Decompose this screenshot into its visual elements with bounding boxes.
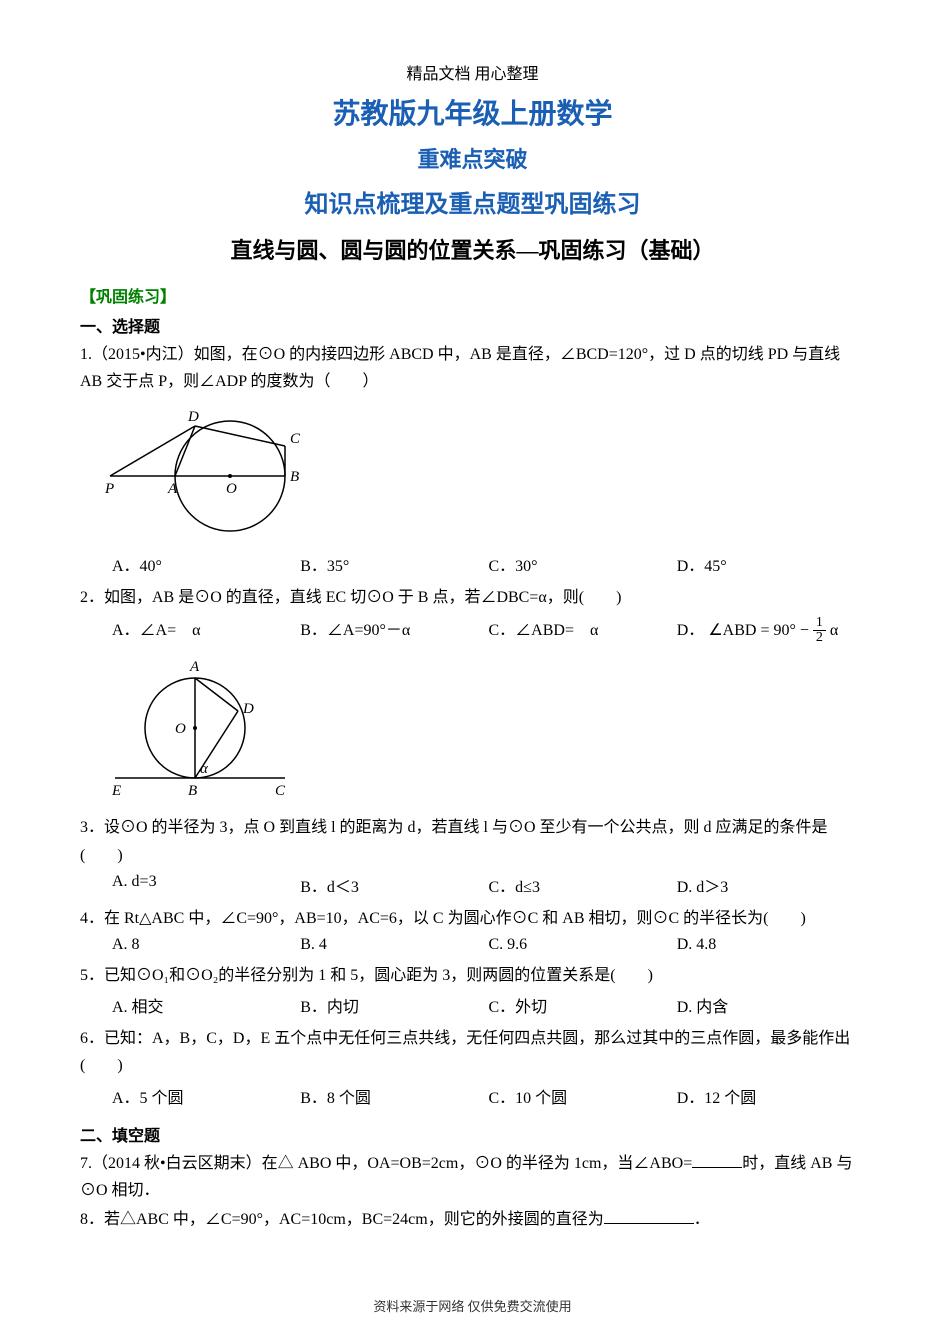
q2-opt-b: B．∠A=90°－α: [300, 616, 488, 646]
q3-opt-a: A. d=3: [112, 873, 300, 897]
q3-opt-c: C．d≤3: [489, 873, 677, 897]
question-8: 8．若△ABC 中，∠C=90°，AC=10cm，BC=24cm，则它的外接圆的…: [80, 1206, 865, 1233]
q2-opt-a: A．∠A= α: [112, 616, 300, 646]
q1-opt-d: D．45°: [677, 552, 865, 576]
title-main: 苏教版九年级上册数学: [80, 92, 865, 132]
question-6: 6．已知：A，B，C，D，E 五个点中无任何三点共线，无任何四点共圆，那么过其中…: [80, 1025, 865, 1079]
label-alpha: α: [200, 761, 209, 777]
label-D: D: [187, 409, 199, 425]
title-sub: 重难点突破: [80, 142, 865, 174]
q1-opt-b: B．35°: [300, 552, 488, 576]
question-5: 5．已知⊙O₁和⊙O₂的半径分别为 1 和 5，圆心距为 3，则两圆的位置关系是…: [80, 962, 865, 989]
label-D2: D: [242, 701, 254, 717]
diagram-q2-svg: A B C D E O α: [100, 653, 300, 803]
q6-options: A．5 个圆 B．8 个圆 C．10 个圆 D．12 个圆: [112, 1084, 865, 1108]
label-B2: B: [188, 783, 197, 799]
q4-opt-a: A. 8: [112, 936, 300, 954]
question-4: 4．在 Rt△ABC 中，∠C=90°，AB=10，AC=6，以 C 为圆心作⊙…: [80, 905, 865, 932]
label-C2: C: [275, 783, 286, 799]
label-O2: O: [175, 721, 186, 737]
q1-options: A．40° B．35° C．30° D．45°: [112, 552, 865, 576]
q4-opt-c: C. 9.6: [489, 936, 677, 954]
diagram-q1-svg: P A O B C D: [100, 401, 320, 541]
q3-opt-b: B．d＜3: [300, 873, 488, 897]
label-C: C: [290, 431, 301, 447]
q5-opt-b: B．内切: [300, 993, 488, 1017]
question-7: 7.（2014 秋•白云区期末）在△ ABO 中，OA=OB=2cm，⊙O 的半…: [80, 1150, 865, 1204]
q4-opt-d: D. 4.8: [677, 936, 865, 954]
q5-opt-d: D. 内含: [677, 993, 865, 1017]
practice-tag: 【巩固练习】: [80, 283, 865, 307]
q5-options: A. 相交 B．内切 C．外切 D. 内含: [112, 993, 865, 1017]
q6-opt-a: A．5 个圆: [112, 1084, 300, 1108]
diagram-q1: P A O B C D: [100, 401, 865, 546]
question-3: 3．设⊙O 的半径为 3，点 O 到直线 l 的距离为 d，若直线 l 与⊙O …: [80, 814, 865, 868]
header-small: 精品文档 用心整理: [80, 60, 865, 84]
question-2: 2．如图，AB 是⊙O 的直径，直线 EC 切⊙O 于 B 点，若∠DBC=α，…: [80, 584, 865, 611]
q2-opt-d: D． ∠ABD = 90° − 12 α: [677, 616, 865, 646]
label-A2: A: [189, 659, 200, 675]
section-fill: 二、填空题: [80, 1122, 865, 1146]
label-E2: E: [111, 783, 121, 799]
label-O: O: [226, 481, 237, 497]
q6-opt-d: D．12 个圆: [677, 1084, 865, 1108]
title-section: 直线与圆、圆与圆的位置关系—巩固练习（基础）: [80, 233, 865, 265]
q6-opt-b: B．8 个圆: [300, 1084, 488, 1108]
section-choice: 一、选择题: [80, 313, 865, 337]
q2-options: A．∠A= α B．∠A=90°－α C．∠ABD= α D． ∠ABD = 9…: [112, 616, 865, 646]
blank-q8: [604, 1208, 694, 1224]
question-1: 1.（2015•内江）如图，在⊙O 的内接四边形 ABCD 中，AB 是直径，∠…: [80, 341, 865, 395]
q3-opt-d: D. d＞3: [677, 873, 865, 897]
title-sub2: 知识点梳理及重点题型巩固练习: [80, 184, 865, 219]
footer: 资料来源于网络 仅供免费交流使用: [0, 1296, 945, 1315]
label-B: B: [290, 469, 299, 485]
q1-opt-c: C．30°: [489, 552, 677, 576]
label-P: P: [104, 481, 114, 497]
label-A: A: [167, 481, 178, 497]
q1-opt-a: A．40°: [112, 552, 300, 576]
blank-q7: [692, 1152, 742, 1168]
diagram-q2: A B C D E O α: [100, 653, 865, 808]
q4-opt-b: B. 4: [300, 936, 488, 954]
q4-options: A. 8 B. 4 C. 9.6 D. 4.8: [112, 936, 865, 954]
q5-opt-c: C．外切: [489, 993, 677, 1017]
q2-opt-c: C．∠ABD= α: [489, 616, 677, 646]
q5-opt-a: A. 相交: [112, 993, 300, 1017]
q3-options: A. d=3 B．d＜3 C．d≤3 D. d＞3: [112, 873, 865, 897]
q6-opt-c: C．10 个圆: [489, 1084, 677, 1108]
